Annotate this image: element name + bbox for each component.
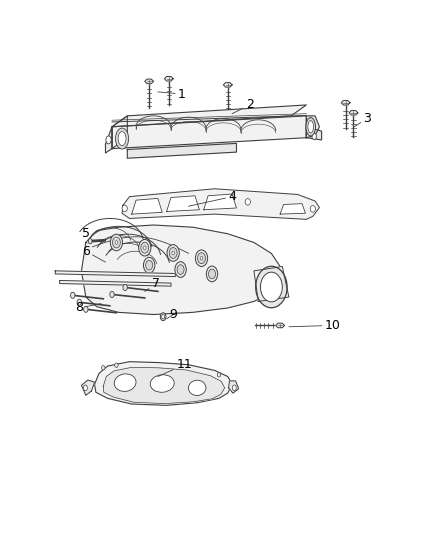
Text: 8: 8 (75, 302, 101, 314)
Ellipse shape (245, 199, 251, 205)
Ellipse shape (146, 261, 152, 270)
Polygon shape (306, 116, 319, 138)
Ellipse shape (144, 246, 146, 249)
Ellipse shape (306, 118, 315, 136)
Text: 6: 6 (82, 245, 106, 262)
Ellipse shape (177, 265, 184, 274)
Polygon shape (223, 83, 232, 87)
Ellipse shape (310, 206, 315, 212)
Text: 1: 1 (158, 87, 186, 101)
Ellipse shape (71, 292, 75, 298)
Ellipse shape (110, 292, 114, 297)
Ellipse shape (110, 234, 123, 251)
Ellipse shape (167, 245, 179, 261)
Text: 9: 9 (166, 308, 177, 321)
Ellipse shape (116, 128, 129, 149)
Text: 10: 10 (289, 319, 340, 332)
Ellipse shape (150, 375, 174, 392)
Ellipse shape (261, 272, 283, 302)
Ellipse shape (162, 314, 165, 319)
Text: 3: 3 (354, 111, 371, 127)
Ellipse shape (115, 241, 118, 244)
Ellipse shape (169, 247, 177, 259)
Polygon shape (254, 266, 289, 302)
Ellipse shape (312, 133, 316, 140)
Polygon shape (229, 381, 239, 393)
Polygon shape (276, 323, 285, 328)
Ellipse shape (256, 266, 287, 308)
Text: 11: 11 (158, 358, 192, 376)
Ellipse shape (84, 306, 88, 312)
Ellipse shape (208, 269, 215, 279)
Ellipse shape (113, 237, 120, 248)
Ellipse shape (106, 136, 111, 144)
Ellipse shape (232, 385, 236, 391)
Ellipse shape (188, 380, 206, 395)
Polygon shape (112, 116, 306, 149)
Ellipse shape (77, 299, 81, 305)
Ellipse shape (206, 266, 218, 282)
Polygon shape (127, 143, 237, 158)
Ellipse shape (139, 239, 151, 256)
Polygon shape (103, 367, 225, 403)
Polygon shape (60, 280, 171, 286)
Polygon shape (204, 194, 237, 210)
Polygon shape (106, 127, 112, 153)
Ellipse shape (88, 239, 92, 244)
Polygon shape (55, 271, 175, 277)
Ellipse shape (144, 257, 155, 273)
Polygon shape (166, 196, 199, 212)
Polygon shape (341, 101, 350, 105)
Polygon shape (145, 79, 153, 84)
Ellipse shape (195, 250, 208, 266)
Text: 5: 5 (82, 227, 90, 244)
Polygon shape (132, 198, 162, 214)
Ellipse shape (160, 313, 166, 321)
Ellipse shape (200, 256, 203, 260)
Text: 2: 2 (232, 99, 254, 114)
Polygon shape (81, 225, 280, 314)
Ellipse shape (123, 285, 127, 290)
Polygon shape (280, 204, 305, 214)
Ellipse shape (175, 262, 186, 277)
Polygon shape (112, 105, 306, 127)
Ellipse shape (102, 366, 105, 370)
Polygon shape (95, 362, 232, 405)
Ellipse shape (198, 253, 205, 264)
Polygon shape (349, 110, 358, 115)
Ellipse shape (308, 120, 314, 133)
Ellipse shape (115, 363, 118, 367)
Polygon shape (164, 77, 173, 81)
Polygon shape (306, 127, 321, 140)
Ellipse shape (118, 132, 126, 146)
Ellipse shape (141, 243, 149, 253)
Text: 4: 4 (188, 190, 236, 206)
Ellipse shape (172, 251, 174, 255)
Text: 7: 7 (145, 278, 160, 292)
Polygon shape (112, 116, 127, 149)
Ellipse shape (217, 373, 221, 377)
Ellipse shape (114, 374, 136, 391)
Polygon shape (122, 189, 319, 220)
Polygon shape (81, 380, 95, 395)
Ellipse shape (83, 385, 87, 391)
Ellipse shape (122, 205, 127, 212)
